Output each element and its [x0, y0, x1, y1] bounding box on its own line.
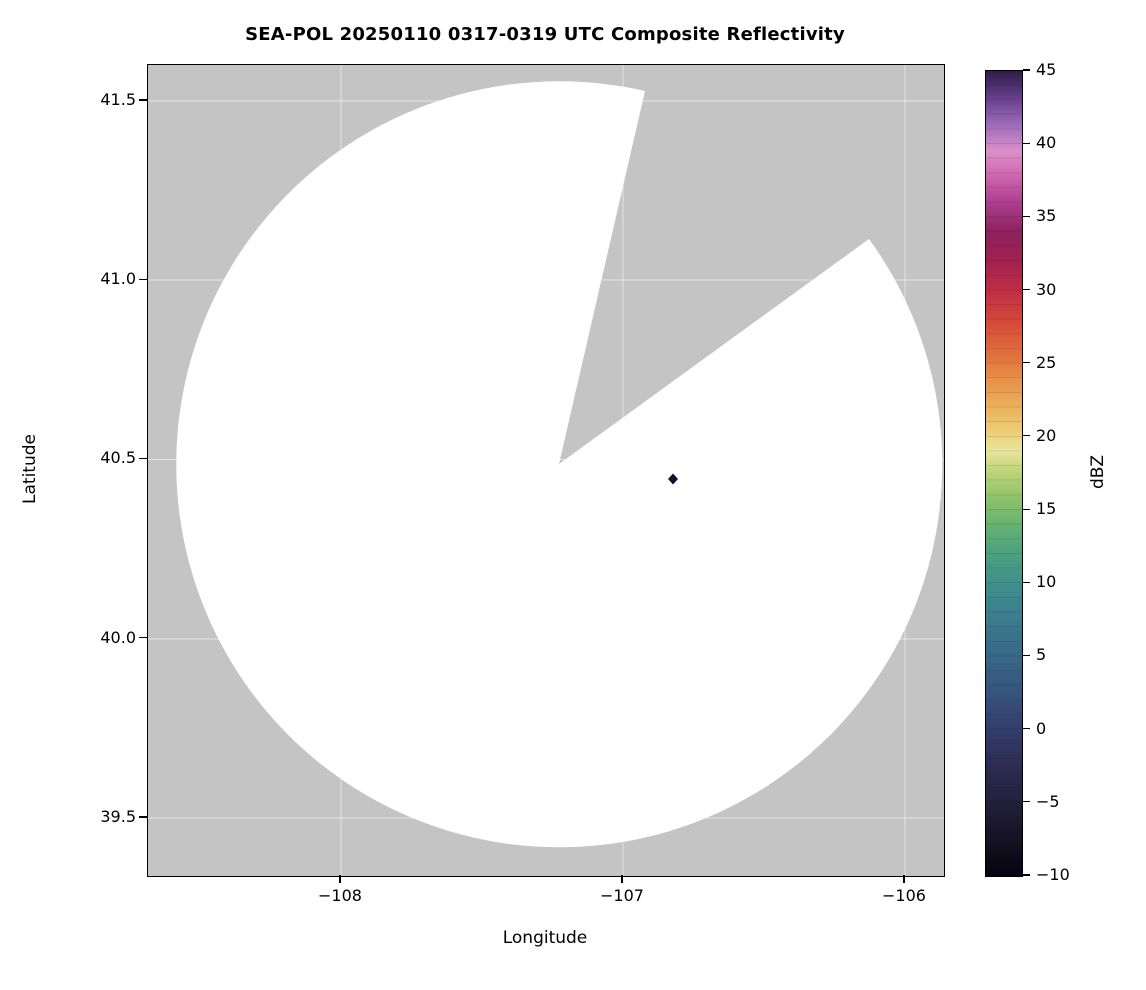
- y-tick-label: 41.0: [100, 269, 136, 288]
- colorbar-tick-label: 10: [1036, 572, 1057, 591]
- y-tick-mark: [139, 457, 147, 460]
- echo-marker: [668, 473, 678, 485]
- colorbar-gradient: [986, 71, 1022, 876]
- colorbar-tick-label: −5: [1036, 792, 1060, 811]
- colorbar-tick-mark: [1023, 581, 1030, 583]
- x-tick-label: −107: [600, 886, 644, 905]
- x-tick-label: −108: [318, 886, 362, 905]
- colorbar-tick-mark: [1023, 142, 1030, 144]
- colorbar-tick-mark: [1023, 801, 1030, 803]
- colorbar-segment-lines: [986, 71, 1022, 876]
- y-tick-label: 41.5: [100, 90, 136, 109]
- x-tick-mark: [903, 875, 905, 883]
- colorbar-tick-label: 35: [1036, 206, 1057, 225]
- y-tick-mark: [139, 99, 147, 101]
- y-tick-label: 40.0: [100, 628, 136, 647]
- colorbar-tick-label: 0: [1036, 719, 1047, 738]
- colorbar-tick-mark: [1023, 288, 1030, 291]
- radar-coverage-area: [176, 81, 943, 848]
- colorbar-tick-label: −10: [1036, 865, 1070, 884]
- y-axis-label: Latitude: [20, 434, 40, 504]
- colorbar-tick-mark: [1023, 874, 1030, 876]
- colorbar: [985, 70, 1023, 877]
- chart-title: SEA-POL 20250110 0317-0319 UTC Composite…: [245, 24, 845, 45]
- colorbar-tick-label: 30: [1036, 280, 1057, 299]
- colorbar-tick-mark: [1023, 435, 1030, 437]
- x-tick-label: −106: [882, 886, 926, 905]
- y-tick-mark: [139, 278, 147, 280]
- colorbar-tick-label: 15: [1036, 499, 1057, 518]
- y-tick-label: 40.5: [100, 448, 136, 467]
- colorbar-tick-mark: [1023, 508, 1030, 510]
- colorbar-tick-mark: [1023, 69, 1030, 71]
- colorbar-tick-mark: [1023, 654, 1030, 657]
- plot-area: [147, 64, 945, 877]
- x-axis-label: Longitude: [502, 928, 588, 948]
- colorbar-tick-label: 40: [1036, 133, 1057, 152]
- colorbar-tick-label: 5: [1036, 645, 1047, 664]
- x-tick-mark: [339, 875, 341, 883]
- x-tick-mark: [621, 875, 623, 883]
- radar-plot-canvas: [148, 65, 944, 876]
- colorbar-tick-mark: [1023, 728, 1030, 730]
- y-tick-mark: [139, 637, 147, 639]
- y-tick-label: 39.5: [100, 807, 136, 826]
- y-tick-mark: [139, 816, 147, 818]
- colorbar-tick-label: 25: [1036, 353, 1057, 372]
- colorbar-tick-mark: [1023, 215, 1030, 217]
- colorbar-axis-label: dBZ: [1088, 454, 1108, 490]
- colorbar-tick-label: 20: [1036, 426, 1057, 445]
- colorbar-tick-mark: [1023, 362, 1030, 364]
- colorbar-tick-label: 45: [1036, 60, 1057, 79]
